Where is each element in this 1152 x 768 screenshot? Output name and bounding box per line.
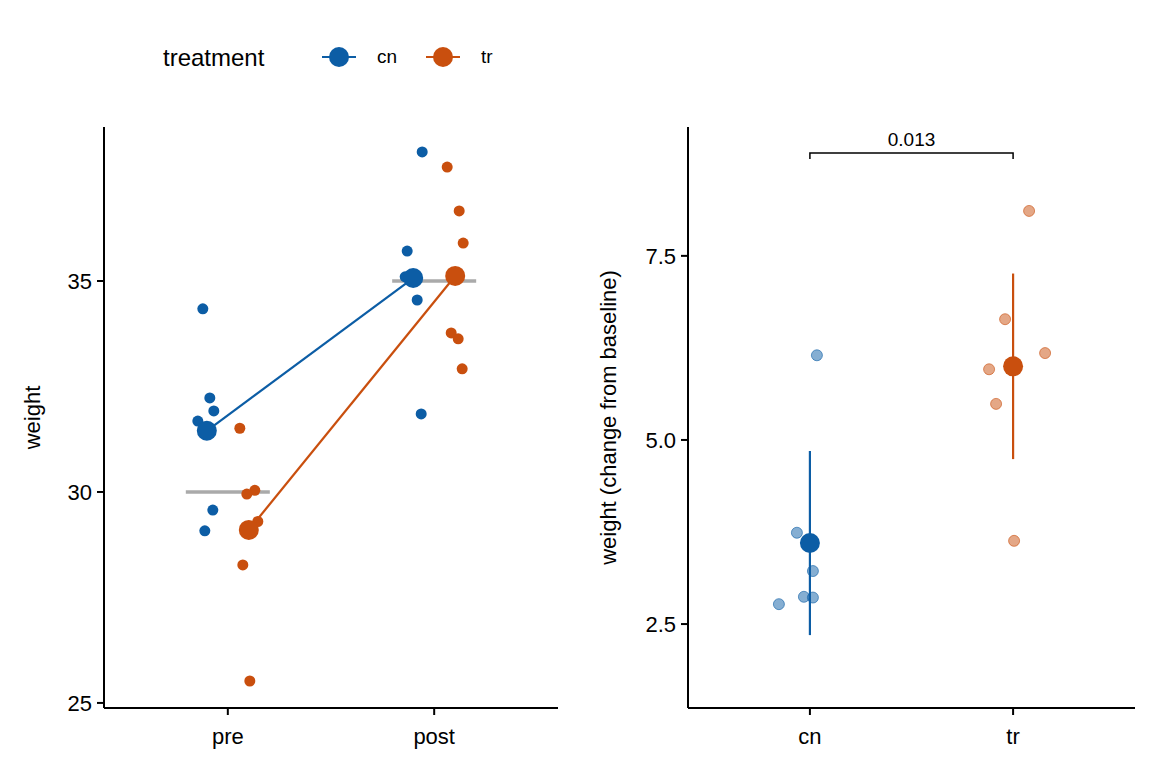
point [207,505,218,516]
y-tick-label: 30 [68,480,92,505]
point [412,294,423,305]
y-axis-title: weight [20,386,45,451]
y-tick-label: 35 [68,269,92,294]
point [458,238,469,249]
point [453,333,464,344]
figure: 25 30 35 pre post weight treatment cn tr 2.5 5.0 7.… [0,0,1152,768]
annotation-text: 0.013 [888,129,936,150]
y-tick-label: 5.0 [645,428,676,453]
mean-point [403,268,423,288]
point [237,559,248,570]
point [417,146,428,157]
y-axis-line [687,127,689,708]
y-axis-line [103,127,105,708]
y-tick [681,623,688,625]
point [402,246,413,257]
mean-point [800,533,820,553]
x-tick [809,708,811,715]
x-tick [433,708,435,715]
x-tick-label: tr [1006,724,1019,749]
y-tick-label: 2.5 [645,612,676,637]
point [204,392,215,403]
y-axis-title: weight (change from baseline) [596,270,621,566]
point [791,527,802,538]
point [991,398,1002,409]
mean-point [197,421,217,441]
axes: 2.5 5.0 7.5 cn tr weight (change from baselin… [596,127,1135,749]
point [208,405,219,416]
y-tick-label: 25 [68,691,92,716]
point [442,162,453,173]
x-tick [227,708,229,715]
y-tick [681,255,688,257]
point [454,205,465,216]
mean-line [207,278,413,431]
point [457,363,468,374]
point [197,303,208,314]
bracket [810,153,1013,159]
legend-label: cn [377,46,397,67]
x-axis-line [688,707,1135,709]
x-tick-label: cn [798,724,821,749]
y-tick [97,702,104,704]
legend-key-point [329,47,349,67]
legend-title: treatment [163,44,265,71]
point [1024,205,1035,216]
mean-point [1003,356,1023,376]
x-tick-label: post [413,724,455,749]
axes: 25 30 35 pre post weight [20,127,558,749]
point [984,364,995,375]
point [244,675,255,686]
point [773,599,784,610]
point [199,525,210,536]
point [1040,348,1051,359]
point [234,423,245,434]
mean-line [249,276,455,530]
legend: treatment cn tr [163,44,493,71]
legend-label: tr [481,46,493,67]
plot-area [186,146,476,686]
point [811,350,822,361]
mean-point [445,266,465,286]
annotations: 0.013cn–tr [810,129,1013,159]
point [1000,314,1011,325]
x-axis-line [104,707,558,709]
point [416,408,427,419]
point [1009,535,1020,546]
plot-area [773,205,1050,635]
y-tick [97,280,104,282]
legend-key-point [433,47,453,67]
point [241,489,252,500]
x-tick-label: pre [212,724,244,749]
y-tick-label: 7.5 [645,244,676,269]
x-tick [1012,708,1014,715]
y-tick [97,491,104,493]
y-tick [681,439,688,441]
mean-point [239,520,259,540]
